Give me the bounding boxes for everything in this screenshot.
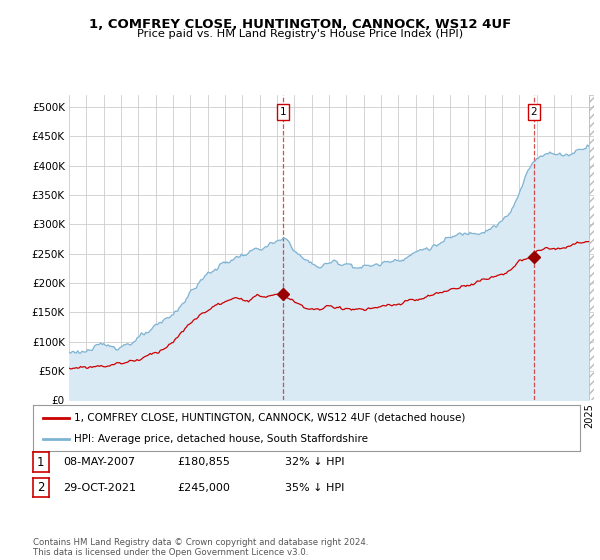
Text: Contains HM Land Registry data © Crown copyright and database right 2024.
This d: Contains HM Land Registry data © Crown c… — [33, 538, 368, 557]
Text: Price paid vs. HM Land Registry's House Price Index (HPI): Price paid vs. HM Land Registry's House … — [137, 29, 463, 39]
Text: £180,855: £180,855 — [177, 457, 230, 467]
Text: £245,000: £245,000 — [177, 483, 230, 493]
Text: 2: 2 — [530, 107, 537, 117]
Text: 1: 1 — [37, 455, 44, 469]
Text: 32% ↓ HPI: 32% ↓ HPI — [285, 457, 344, 467]
Text: HPI: Average price, detached house, South Staffordshire: HPI: Average price, detached house, Sout… — [74, 435, 368, 444]
Text: 35% ↓ HPI: 35% ↓ HPI — [285, 483, 344, 493]
Text: 1, COMFREY CLOSE, HUNTINGTON, CANNOCK, WS12 4UF (detached house): 1, COMFREY CLOSE, HUNTINGTON, CANNOCK, W… — [74, 413, 466, 423]
Text: 2: 2 — [37, 481, 44, 494]
Text: 29-OCT-2021: 29-OCT-2021 — [63, 483, 136, 493]
Text: 1, COMFREY CLOSE, HUNTINGTON, CANNOCK, WS12 4UF: 1, COMFREY CLOSE, HUNTINGTON, CANNOCK, W… — [89, 18, 511, 31]
Text: 1: 1 — [280, 107, 287, 117]
Text: 08-MAY-2007: 08-MAY-2007 — [63, 457, 135, 467]
